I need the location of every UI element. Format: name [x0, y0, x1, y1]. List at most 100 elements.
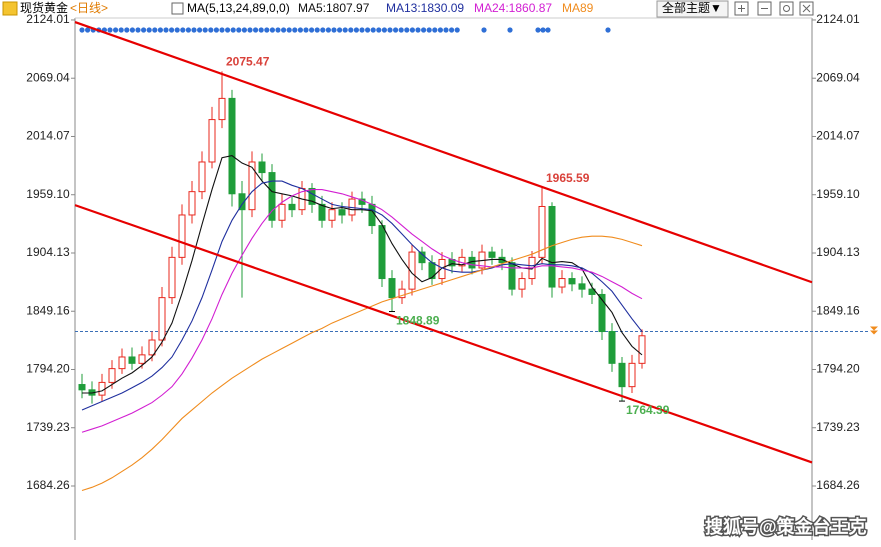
- candle-body: [238, 193, 246, 211]
- signal-dot: [365, 27, 371, 33]
- candle-body: [188, 191, 196, 216]
- candle-body: [518, 278, 526, 290]
- signal-dot: [264, 27, 270, 33]
- ma-line: [82, 155, 643, 394]
- legend-ma24: MA24:1860.87: [474, 1, 552, 15]
- candle-body: [628, 362, 636, 388]
- signal-dot: [208, 27, 214, 33]
- y-tick-label: 1959.10: [26, 187, 70, 201]
- signal-dot: [169, 27, 175, 33]
- candle-body: [328, 209, 336, 221]
- signal-dot: [185, 27, 191, 33]
- candle-body: [168, 256, 176, 299]
- signal-dot: [135, 27, 141, 33]
- candle-body: [598, 293, 606, 333]
- signal-dot: [507, 27, 513, 33]
- theme-button[interactable]: [656, 0, 729, 18]
- candle-body: [318, 203, 326, 221]
- signal-dot: [432, 27, 438, 33]
- signal-dot: [540, 27, 546, 33]
- signal-dot: [303, 27, 309, 33]
- ma-line: [81, 180, 643, 411]
- plot: 1684.26 1684.26 1739.23 1739.23 1794.20 1794.…: [26, 12, 878, 492]
- legend-ma5: MA5:1807.97: [298, 1, 370, 15]
- candle-body: [288, 203, 296, 211]
- price-arrow: [870, 326, 878, 335]
- candle-body: [608, 331, 616, 364]
- signal-dot: [286, 27, 292, 33]
- candle-body: [398, 288, 406, 299]
- signal-dot: [152, 27, 158, 33]
- candle-body: [138, 354, 146, 364]
- candle-body: [488, 251, 496, 258]
- candle-body: [218, 97, 226, 121]
- signal-dot: [275, 27, 281, 33]
- signal-dot: [535, 27, 541, 33]
- extreme-label: 1764.39: [626, 403, 670, 417]
- ma-line: [81, 235, 643, 492]
- help-glyph: [783, 5, 790, 12]
- signal-dot: [481, 27, 487, 33]
- signal-dot: [545, 27, 551, 33]
- extreme-label: 1965.59: [546, 171, 590, 185]
- signal-dot: [398, 27, 404, 33]
- candle-body: [258, 161, 266, 174]
- signal-dot: [605, 27, 611, 33]
- candle-body: [408, 251, 416, 290]
- logo-icon: [2, 1, 18, 16]
- candle-body: [158, 297, 166, 341]
- candle-body: [308, 187, 316, 205]
- toolbar-icons: [734, 1, 814, 16]
- extreme-label: 1848.89: [396, 314, 440, 328]
- signal-dot: [202, 27, 208, 33]
- ma-icon[interactable]: [171, 2, 184, 15]
- signal-dot: [415, 27, 421, 33]
- signal-dot: [353, 27, 359, 33]
- y-tick-label-right: 1959.10: [816, 187, 860, 201]
- signal-dot: [241, 27, 247, 33]
- signal-dot: [163, 27, 169, 33]
- signal-dot: [370, 27, 376, 33]
- signal-dot: [124, 27, 130, 33]
- signal-dot: [309, 27, 315, 33]
- signal-dot: [409, 27, 415, 33]
- signal-dot: [258, 27, 264, 33]
- candle-body: [538, 205, 546, 258]
- signal-dot: [213, 27, 219, 33]
- signal-dot: [337, 27, 343, 33]
- signal-dot: [443, 27, 449, 33]
- signal-dot: [297, 27, 303, 33]
- candle-body: [148, 339, 156, 356]
- candle-body: [208, 119, 216, 163]
- candle-body: [368, 203, 376, 227]
- signal-dot: [146, 27, 152, 33]
- signal-dot: [118, 27, 124, 33]
- legend-ma89: MA89: [562, 1, 594, 15]
- signal-dot: [292, 27, 298, 33]
- y-tick-label-right: 1904.13: [816, 245, 860, 259]
- signal-dot: [342, 27, 348, 33]
- signal-dot: [449, 27, 455, 33]
- signal-dot: [393, 27, 399, 33]
- signal-dot: [141, 27, 147, 33]
- candle-body: [128, 356, 136, 364]
- y-tick-label-right: 1794.20: [816, 362, 860, 376]
- candle-body: [268, 172, 276, 221]
- signal-dot: [107, 27, 113, 33]
- signal-dot: [331, 27, 337, 33]
- candle-body: [588, 288, 596, 295]
- y-tick-label: 1794.20: [26, 362, 70, 376]
- watermark: 搜狐号@策金台王克: [705, 516, 867, 537]
- candle-body: [248, 161, 256, 211]
- y-tick-label: 1849.16: [26, 303, 70, 317]
- candle-body: [118, 356, 126, 370]
- signal-dot: [236, 27, 242, 33]
- signal-dot: [113, 27, 119, 33]
- signal-dot: [85, 27, 91, 33]
- y-tick-label: 2014.07: [26, 129, 70, 143]
- signal-dot: [314, 27, 320, 33]
- signal-dot: [387, 27, 393, 33]
- candle-body: [508, 262, 516, 290]
- y-tick-label: 1684.26: [26, 478, 70, 492]
- candle-body: [198, 161, 206, 193]
